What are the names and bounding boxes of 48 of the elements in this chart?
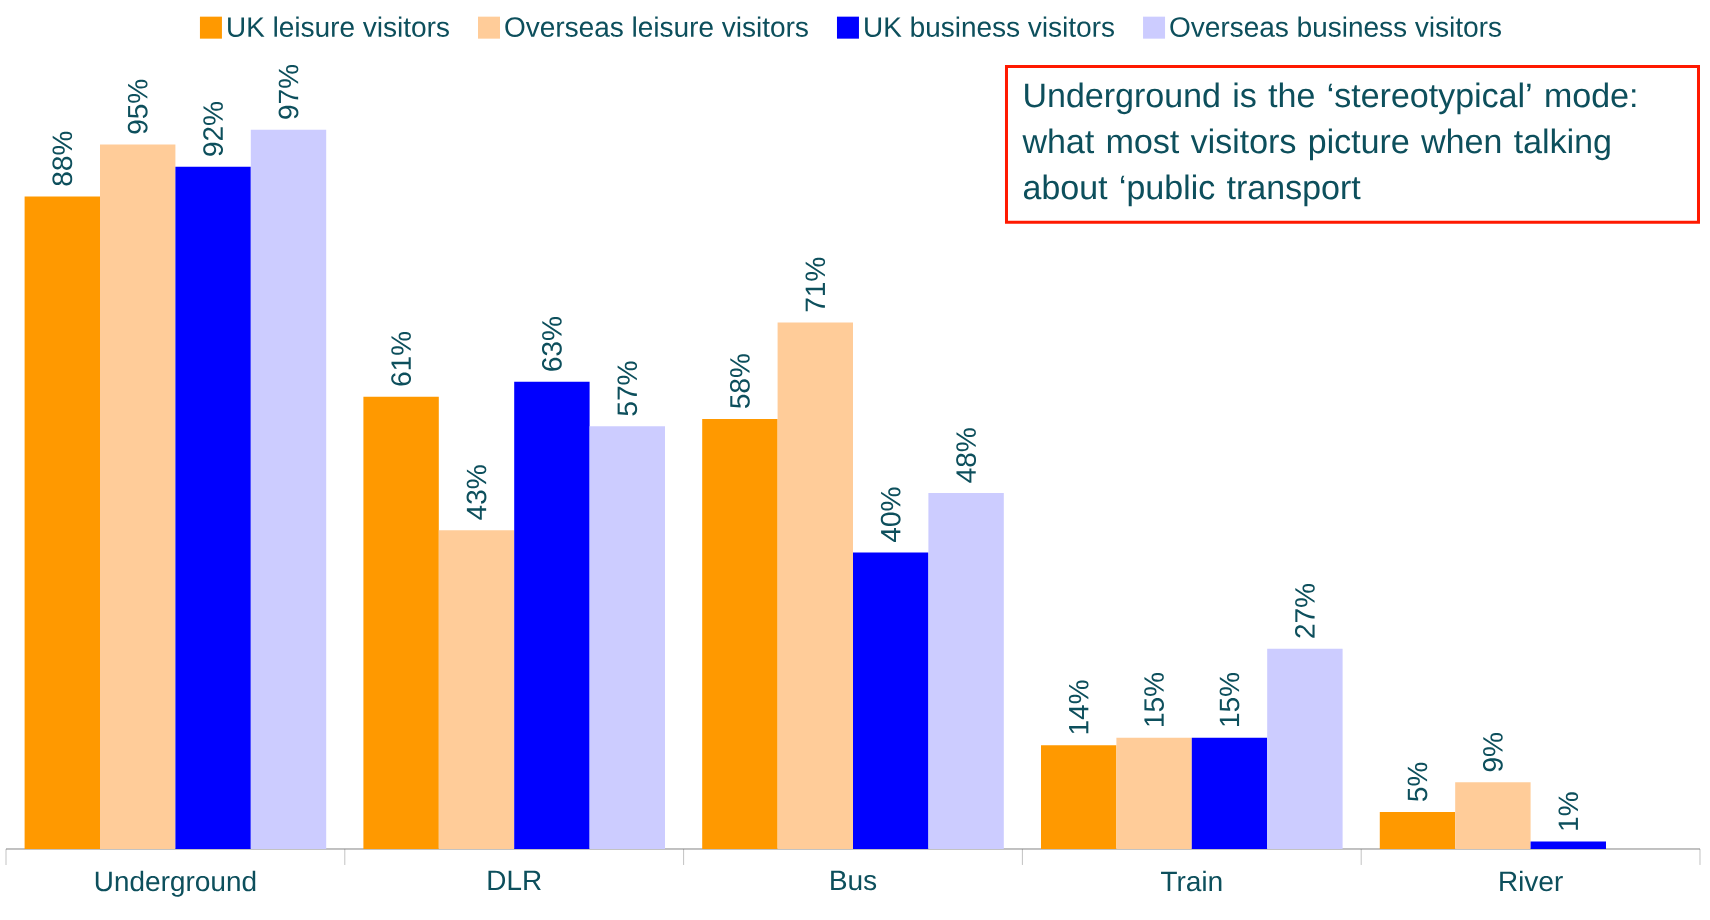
- data-label: 15%: [1219, 672, 1240, 726]
- data-label: 58%: [729, 354, 750, 409]
- legend-label: UK business visitors: [865, 16, 1114, 37]
- data-label: 15%: [1144, 672, 1164, 726]
- x-tick-label: River: [1500, 870, 1563, 892]
- bar: [438, 530, 515, 849]
- data-label: 61%: [391, 331, 412, 386]
- data-label: 40%: [880, 487, 901, 543]
- legend-label: UK leisure visitors: [228, 16, 449, 37]
- data-label: 57%: [617, 361, 638, 416]
- data-label: 88%: [52, 131, 73, 186]
- bar: [1530, 841, 1606, 849]
- bar: [1455, 782, 1531, 849]
- x-tick-label: Underground: [95, 870, 256, 897]
- annotation: Underground is the ‘stereotypical’ mode: what most visitors picture when talking about ‘public transport: [1022, 82, 1636, 207]
- bar: [702, 418, 778, 849]
- data-label: 14%: [1068, 680, 1089, 734]
- bar: [589, 426, 666, 849]
- data-label: 63%: [541, 317, 562, 371]
- data-label: 95%: [127, 79, 148, 134]
- bar: [1116, 737, 1192, 849]
- bar: [1379, 811, 1456, 849]
- bar: [175, 166, 251, 849]
- bar: [24, 196, 100, 849]
- bar: [250, 129, 327, 849]
- data-label: 43%: [466, 465, 487, 520]
- legend-label: Overseas business visitors: [1170, 16, 1501, 37]
- data-label: 71%: [805, 257, 826, 312]
- bar: [928, 493, 1004, 849]
- data-label: 1%: [1558, 792, 1579, 830]
- data-label: 48%: [956, 428, 977, 483]
- bar: [853, 552, 929, 849]
- data-label: 5%: [1407, 762, 1428, 802]
- bar: [363, 396, 439, 849]
- legend-label: Overseas leisure visitors: [505, 16, 808, 37]
- x-tick-label: Train: [1161, 870, 1222, 892]
- data-label: 97%: [278, 64, 299, 119]
- bar: [514, 381, 590, 849]
- data-label: 92%: [203, 102, 224, 156]
- bar: [1041, 745, 1117, 849]
- bar: [100, 144, 176, 849]
- bar: [1191, 737, 1268, 849]
- x-tick-label: Bus: [831, 870, 877, 891]
- x-tick-label: DLR: [488, 870, 541, 890]
- data-label: 9%: [1482, 733, 1503, 772]
- data-label: 27%: [1295, 584, 1315, 638]
- bar: [1267, 648, 1343, 849]
- bar: [777, 322, 853, 849]
